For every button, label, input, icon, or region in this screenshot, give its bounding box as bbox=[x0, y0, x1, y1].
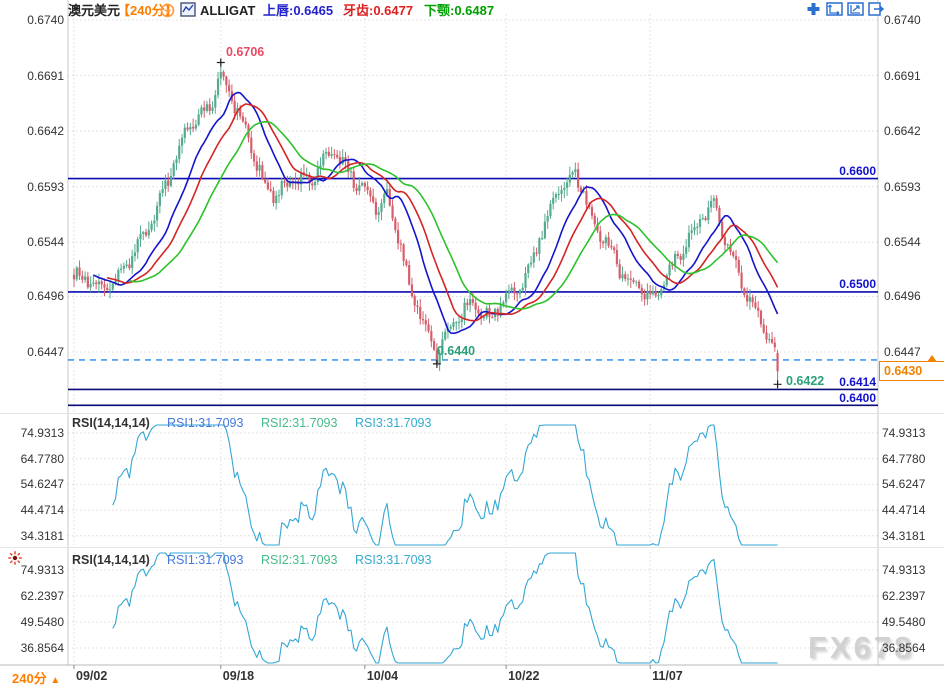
exit-icon[interactable] bbox=[868, 2, 885, 16]
alligator-jaw-line bbox=[129, 121, 779, 310]
level-label-6414: 0.6414 bbox=[839, 375, 876, 389]
period-up-triangle-icon: ▲ bbox=[50, 675, 61, 686]
x-axis-date-label: 10/04 bbox=[366, 669, 399, 683]
main-y-axis-label-right: 0.6642 bbox=[884, 124, 921, 139]
alligator-jaw-value: 下颚:0.6487 bbox=[424, 3, 495, 18]
main-y-axis-label-right: 0.6496 bbox=[884, 289, 921, 304]
rsi2-y-axis-label-right: 49.5480 bbox=[882, 615, 926, 629]
gridlines bbox=[68, 14, 878, 663]
rsi1-title[interactable]: RSI(14,14,14) bbox=[72, 416, 150, 430]
swing-low-annotation: 0.6440 bbox=[436, 344, 476, 358]
rsi1-y-axis-label-left: 74.9313 bbox=[20, 426, 64, 440]
x-axis-date-label: 09/18 bbox=[222, 669, 255, 683]
main-y-axis-label-left: 0.6447 bbox=[27, 344, 64, 359]
rsi1-value-1: RSI1:31.7093 bbox=[167, 416, 244, 430]
rsi2-y-axis-label-left: 49.5480 bbox=[20, 615, 64, 629]
rsi2-y-axis-label-right: 74.9313 bbox=[882, 563, 926, 577]
main-y-axis-label-left: 0.6544 bbox=[27, 235, 64, 250]
rsi2-line bbox=[112, 552, 778, 664]
last-low-annotation: 0.6422 bbox=[786, 374, 825, 388]
symbol-title: 澳元美元 bbox=[68, 3, 121, 18]
level-label-6400: 0.6400 bbox=[839, 391, 876, 405]
axis-scale-icon[interactable] bbox=[847, 2, 864, 16]
add-indicator-icon[interactable] bbox=[160, 3, 175, 23]
x-axis-date-label: 11/07 bbox=[652, 669, 683, 683]
rsi1-y-axis-label-left: 34.3181 bbox=[20, 528, 64, 543]
extreme-point-markers bbox=[216, 58, 782, 389]
main-y-axis-label-left: 0.6740 bbox=[27, 13, 64, 27]
alligator-lips-line bbox=[93, 91, 779, 335]
rsi1-line bbox=[112, 424, 778, 546]
x-axis-date-label: 09/02 bbox=[76, 669, 108, 683]
rsi1-y-axis-label-right: 54.6247 bbox=[882, 477, 926, 492]
bottom-period-label: 240分 bbox=[12, 671, 47, 686]
x-axis-ticks bbox=[73, 665, 651, 669]
price-level-lines[interactable] bbox=[68, 177, 878, 407]
rsi2-y-axis-label-right: 62.2397 bbox=[882, 589, 926, 603]
rsi1-y-axis-label-right: 74.9313 bbox=[882, 426, 926, 440]
move-icon[interactable] bbox=[805, 2, 822, 16]
main-y-axis-label-left: 0.6593 bbox=[27, 179, 64, 194]
rsi1-y-axis-label-right: 34.3181 bbox=[882, 528, 926, 543]
main-y-axis-label-left: 0.6642 bbox=[27, 124, 64, 139]
rsi2-y-axis-label-right: 36.8564 bbox=[882, 641, 926, 655]
current-price-box: 0.6430 bbox=[879, 361, 944, 381]
indicator-settings-sun-icon[interactable] bbox=[7, 550, 23, 571]
rsi1-value-3: RSI3:31.7093 bbox=[355, 416, 432, 430]
bottom-period-selector[interactable]: 240分 ▲ bbox=[12, 668, 60, 686]
indicator-chart-icon[interactable] bbox=[180, 2, 196, 22]
rsi1-y-axis-label-left: 64.7780 bbox=[20, 451, 64, 466]
alligator-teeth-value: 牙齿:0.6477 bbox=[343, 3, 414, 18]
main-y-axis-label-right: 0.6691 bbox=[884, 68, 921, 83]
alligator-lips-value: 上唇:0.6465 bbox=[263, 3, 334, 18]
rsi1-y-axis-label-right: 64.7780 bbox=[882, 451, 926, 466]
main-y-axis-label-left: 0.6496 bbox=[27, 289, 64, 304]
rsi2-y-axis-label-left: 62.2397 bbox=[20, 589, 64, 603]
level-label-6600: 0.6600 bbox=[839, 164, 876, 178]
axis-zoom-icon[interactable] bbox=[826, 2, 843, 16]
x-axis-date-label: 10/22 bbox=[508, 669, 540, 683]
rsi2-value-2: RSI2:31.7093 bbox=[261, 553, 338, 567]
high-price-annotation: 0.6706 bbox=[226, 45, 265, 59]
rsi1-y-axis-label-left: 54.6247 bbox=[20, 477, 64, 492]
candlestick-series bbox=[72, 58, 779, 381]
rsi1-value-2: RSI2:31.7093 bbox=[261, 416, 338, 430]
indicator-name[interactable]: ALLIGAT bbox=[200, 3, 256, 18]
rsi1-y-axis-label-left: 44.4714 bbox=[20, 503, 64, 518]
panel-borders bbox=[0, 0, 944, 666]
main-y-axis-label-right: 0.6447 bbox=[884, 344, 921, 359]
level-label-6500: 0.6500 bbox=[839, 277, 876, 291]
rsi1-y-axis-label-right: 44.4714 bbox=[882, 503, 926, 518]
rsi2-value-1: RSI1:31.7093 bbox=[167, 553, 244, 567]
main-y-axis-label-right: 0.6740 bbox=[884, 13, 921, 27]
alligator-teeth-line bbox=[106, 103, 779, 322]
rsi2-y-axis-label-left: 36.8564 bbox=[20, 641, 64, 655]
main-y-axis-label-left: 0.6691 bbox=[27, 68, 64, 83]
main-y-axis-label-right: 0.6593 bbox=[884, 179, 921, 194]
main-y-axis-label-right: 0.6544 bbox=[884, 235, 921, 250]
rsi2-title[interactable]: RSI(14,14,14) bbox=[72, 553, 150, 567]
rsi2-value-3: RSI3:31.7093 bbox=[355, 553, 432, 567]
rsi2-y-axis-label-left: 74.9313 bbox=[20, 563, 64, 577]
